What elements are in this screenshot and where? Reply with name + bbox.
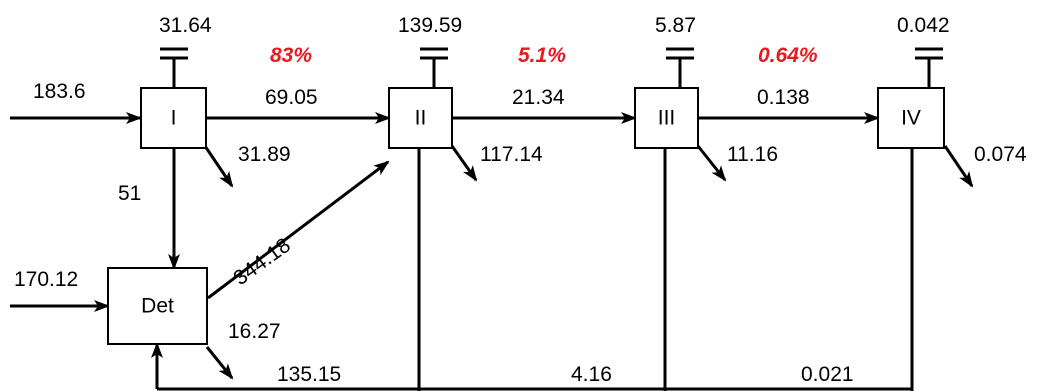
respiration-symbol-4 xyxy=(915,47,943,88)
node-label-1: I xyxy=(171,107,177,130)
transfer-label-1-2: 69.05 xyxy=(265,86,318,109)
return-label-2: 135.15 xyxy=(277,363,341,386)
node-box-2: II xyxy=(388,87,453,149)
return-label-4: 0.021 xyxy=(801,363,854,386)
return-label-3: 4.16 xyxy=(571,363,612,386)
respiration-label-2: 139.59 xyxy=(398,14,462,37)
efficiency-label-1: 83% xyxy=(270,44,312,67)
det-to-2-label: 344.18 xyxy=(229,234,294,290)
efficiency-label-2: 5.1% xyxy=(518,44,566,67)
respiration-label-4: 0.042 xyxy=(897,14,950,37)
export-arrow-2 xyxy=(450,145,478,182)
export-arrow-4 xyxy=(943,145,974,188)
respiration-label-1: 31.64 xyxy=(159,14,212,37)
node-box-det: Det xyxy=(107,267,208,345)
efficiency-label-3: 0.64% xyxy=(758,44,818,67)
export-arrow-3 xyxy=(696,145,727,182)
node-label-2: II xyxy=(415,107,427,130)
export-arrow-det xyxy=(205,346,234,380)
export-label-1: 31.89 xyxy=(238,143,291,166)
node-box-4: IV xyxy=(877,87,945,149)
to-det-label-1: 51 xyxy=(118,182,141,205)
return-flow-lines xyxy=(151,143,914,391)
export-label-2: 117.14 xyxy=(480,143,543,166)
respiration-symbol-3 xyxy=(666,47,694,88)
respiration-label-3: 5.87 xyxy=(655,14,696,37)
export-arrow-1 xyxy=(203,145,234,188)
det-to-2-arrow xyxy=(207,160,390,300)
node-label-det: Det xyxy=(141,295,174,318)
export-label-det: 16.27 xyxy=(228,320,281,343)
respiration-symbol-1 xyxy=(160,47,188,88)
export-label-3: 11.16 xyxy=(727,143,778,166)
node-box-3: III xyxy=(634,87,699,149)
node-label-3: III xyxy=(658,107,676,130)
node-label-4: IV xyxy=(901,107,921,130)
transfer-label-2-3: 21.34 xyxy=(512,86,565,109)
respiration-symbol-2 xyxy=(420,47,448,88)
node-box-1: I xyxy=(140,87,207,149)
import-label-det: 170.12 xyxy=(14,268,78,291)
transfer-label-3-4: 0.138 xyxy=(757,86,810,109)
export-label-4: 0.074 xyxy=(974,143,1027,166)
import-label-1: 183.6 xyxy=(33,80,86,103)
